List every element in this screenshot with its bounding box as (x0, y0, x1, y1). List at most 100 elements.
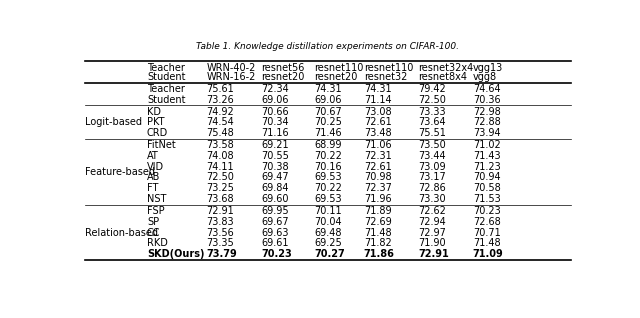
Text: 70.16: 70.16 (314, 162, 342, 172)
Text: Teacher: Teacher (147, 63, 185, 73)
Text: 71.43: 71.43 (473, 151, 500, 161)
Text: 70.55: 70.55 (261, 151, 289, 161)
Text: 71.48: 71.48 (364, 228, 391, 238)
Text: 72.61: 72.61 (364, 117, 392, 127)
Text: 72.37: 72.37 (364, 183, 392, 193)
Text: 69.48: 69.48 (314, 228, 342, 238)
Text: 72.34: 72.34 (261, 84, 289, 94)
Text: 73.48: 73.48 (364, 128, 391, 138)
Text: resnet110: resnet110 (314, 63, 364, 73)
Text: resnet20: resnet20 (314, 72, 358, 82)
Text: 71.09: 71.09 (473, 249, 504, 259)
Text: 71.90: 71.90 (419, 238, 446, 248)
Text: WRN-40-2: WRN-40-2 (207, 63, 256, 73)
Text: 72.88: 72.88 (473, 117, 500, 127)
Text: 72.50: 72.50 (207, 172, 234, 183)
Text: resnet20: resnet20 (261, 72, 305, 82)
Text: 73.50: 73.50 (419, 140, 446, 150)
Text: 72.31: 72.31 (364, 151, 392, 161)
Text: Student: Student (147, 94, 186, 105)
Text: resnet32x4: resnet32x4 (419, 63, 474, 73)
Text: 70.25: 70.25 (314, 117, 342, 127)
Text: 69.60: 69.60 (261, 194, 289, 204)
Text: 73.56: 73.56 (207, 228, 234, 238)
Text: 73.83: 73.83 (207, 217, 234, 227)
Text: Feature-based: Feature-based (85, 167, 155, 177)
Text: 72.62: 72.62 (419, 206, 446, 216)
Text: CRD: CRD (147, 128, 168, 138)
Text: 74.31: 74.31 (314, 84, 342, 94)
Text: 71.23: 71.23 (473, 162, 500, 172)
Text: 70.11: 70.11 (314, 206, 342, 216)
Text: Relation-based: Relation-based (85, 228, 158, 238)
Text: AB: AB (147, 172, 161, 183)
Text: 70.98: 70.98 (364, 172, 391, 183)
Text: 69.61: 69.61 (261, 238, 289, 248)
Text: SKD(Ours): SKD(Ours) (147, 249, 204, 259)
Text: Student: Student (147, 72, 186, 82)
Text: 73.64: 73.64 (419, 117, 446, 127)
Text: resnet110: resnet110 (364, 63, 413, 73)
Text: 72.50: 72.50 (419, 94, 446, 105)
Text: 71.06: 71.06 (364, 140, 391, 150)
Text: 69.67: 69.67 (261, 217, 289, 227)
Text: 70.27: 70.27 (314, 249, 345, 259)
Text: 69.47: 69.47 (261, 172, 289, 183)
Text: RKD: RKD (147, 238, 168, 248)
Text: 69.63: 69.63 (261, 228, 289, 238)
Text: 72.97: 72.97 (419, 228, 446, 238)
Text: 74.92: 74.92 (207, 107, 234, 117)
Text: 71.46: 71.46 (314, 128, 342, 138)
Text: Logit-based: Logit-based (85, 117, 142, 127)
Text: 73.33: 73.33 (419, 107, 446, 117)
Text: 74.31: 74.31 (364, 84, 391, 94)
Text: 71.48: 71.48 (473, 238, 500, 248)
Text: 73.26: 73.26 (207, 94, 234, 105)
Text: WRN-16-2: WRN-16-2 (207, 72, 256, 82)
Text: 74.54: 74.54 (207, 117, 234, 127)
Text: 73.44: 73.44 (419, 151, 446, 161)
Text: 73.25: 73.25 (207, 183, 234, 193)
Text: 70.58: 70.58 (473, 183, 500, 193)
Text: 70.04: 70.04 (314, 217, 342, 227)
Text: 69.53: 69.53 (314, 172, 342, 183)
Text: 71.53: 71.53 (473, 194, 500, 204)
Text: 71.14: 71.14 (364, 94, 391, 105)
Text: 70.36: 70.36 (473, 94, 500, 105)
Text: 73.94: 73.94 (473, 128, 500, 138)
Text: 75.48: 75.48 (207, 128, 234, 138)
Text: 73.58: 73.58 (207, 140, 234, 150)
Text: 73.68: 73.68 (207, 194, 234, 204)
Text: 69.84: 69.84 (261, 183, 289, 193)
Text: 73.17: 73.17 (419, 172, 446, 183)
Text: KD: KD (147, 107, 161, 117)
Text: 71.86: 71.86 (364, 249, 395, 259)
Text: FT: FT (147, 183, 158, 193)
Text: 70.38: 70.38 (261, 162, 289, 172)
Text: 71.82: 71.82 (364, 238, 392, 248)
Text: 70.23: 70.23 (261, 249, 292, 259)
Text: PKT: PKT (147, 117, 164, 127)
Text: FSP: FSP (147, 206, 164, 216)
Text: 75.51: 75.51 (419, 128, 446, 138)
Text: Table 1. Knowledge distillation experiments on CIFAR-100.: Table 1. Knowledge distillation experime… (196, 42, 460, 51)
Text: 70.67: 70.67 (314, 107, 342, 117)
Text: 70.22: 70.22 (314, 151, 342, 161)
Text: 73.30: 73.30 (419, 194, 446, 204)
Text: NST: NST (147, 194, 166, 204)
Text: 70.34: 70.34 (261, 117, 289, 127)
Text: 69.21: 69.21 (261, 140, 289, 150)
Text: 70.23: 70.23 (473, 206, 500, 216)
Text: 73.79: 73.79 (207, 249, 237, 259)
Text: 73.35: 73.35 (207, 238, 234, 248)
Text: AT: AT (147, 151, 159, 161)
Text: 72.86: 72.86 (419, 183, 446, 193)
Text: 72.94: 72.94 (419, 217, 446, 227)
Text: 69.95: 69.95 (261, 206, 289, 216)
Text: VID: VID (147, 162, 164, 172)
Text: 70.94: 70.94 (473, 172, 500, 183)
Text: 73.09: 73.09 (419, 162, 446, 172)
Text: 69.25: 69.25 (314, 238, 342, 248)
Text: 72.91: 72.91 (419, 249, 449, 259)
Text: vgg8: vgg8 (473, 72, 497, 82)
